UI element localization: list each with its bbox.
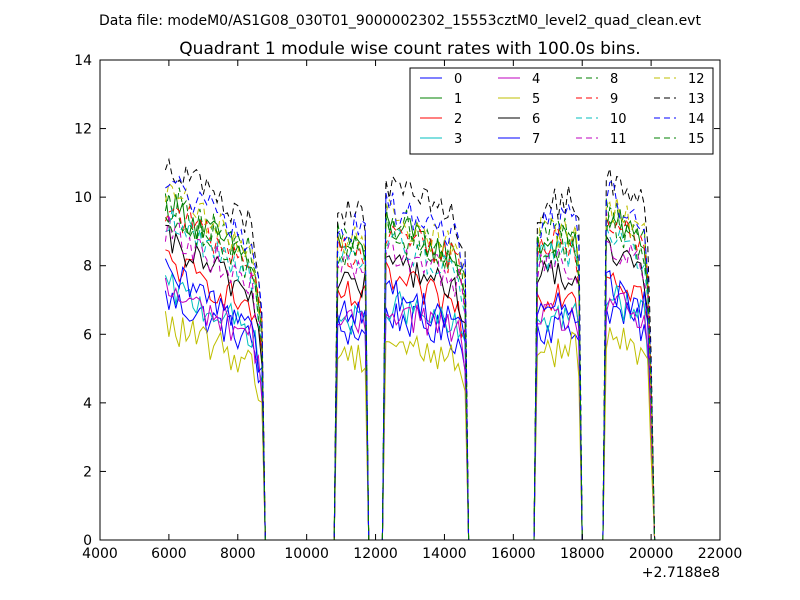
legend-label-10: 10 [610, 112, 627, 127]
series-layer [164, 157, 656, 540]
series-line-13 [164, 157, 656, 540]
legend-label-1: 1 [454, 92, 462, 107]
y-tick-label: 12 [74, 122, 92, 138]
x-tick-label: 22000 [698, 546, 743, 562]
plot-area-frame [99, 59, 721, 541]
chart-title: Quadrant 1 module wise count rates with … [179, 39, 640, 59]
y-tick-label: 0 [83, 533, 92, 549]
legend-label-8: 8 [610, 72, 618, 87]
series-line-14 [165, 175, 656, 540]
series-line-3 [164, 272, 656, 540]
legend-label-12: 12 [688, 72, 705, 87]
series-line-7 [164, 258, 656, 540]
series-line-15 [164, 206, 656, 540]
legend-label-9: 9 [610, 92, 618, 107]
x-tick-label: 20000 [629, 546, 674, 562]
series-line-6 [165, 224, 656, 540]
legend-frame [409, 67, 714, 155]
series-line-8 [164, 187, 656, 540]
series-line-0 [164, 290, 656, 540]
legend-label-2: 2 [454, 112, 462, 127]
series-line-2 [165, 249, 656, 540]
legend-label-3: 3 [454, 132, 462, 147]
x-axis: 4000 6000 8000 10000 12000 14000 16000 18000 200… [82, 60, 742, 562]
legend-label-14: 14 [688, 112, 705, 127]
x-offset-label: +2.7188e8 [642, 565, 720, 581]
legend-label-4: 4 [532, 72, 540, 87]
series-line-11 [164, 214, 656, 540]
x-tick-label: 4000 [82, 546, 118, 562]
legend-label-7: 7 [532, 132, 540, 147]
y-tick-label: 6 [83, 327, 92, 343]
legend-label-0: 0 [454, 72, 462, 87]
x-tick-label: 18000 [560, 546, 605, 562]
data-file-header: Data file: modeM0/AS1G08_030T01_90000023… [99, 13, 701, 29]
x-tick-label: 16000 [491, 546, 536, 562]
legend-label-13: 13 [688, 92, 705, 107]
x-tick-label: 12000 [353, 546, 398, 562]
legend-label-5: 5 [532, 92, 540, 107]
x-tick-label: 8000 [220, 546, 256, 562]
x-tick-label: 14000 [422, 546, 467, 562]
y-tick-label: 10 [74, 190, 92, 206]
y-tick-label: 4 [83, 396, 92, 412]
y-tick-label: 14 [74, 53, 92, 69]
series-line-12 [164, 182, 656, 540]
x-tick-label: 6000 [151, 546, 187, 562]
legend-label-11: 11 [610, 132, 627, 147]
x-tick-label: 10000 [284, 546, 329, 562]
y-tick-label: 8 [83, 259, 92, 275]
legend-label-6: 6 [532, 112, 540, 127]
legend-label-15: 15 [688, 132, 705, 147]
series-line-5 [164, 311, 656, 540]
y-tick-label: 2 [83, 464, 92, 480]
